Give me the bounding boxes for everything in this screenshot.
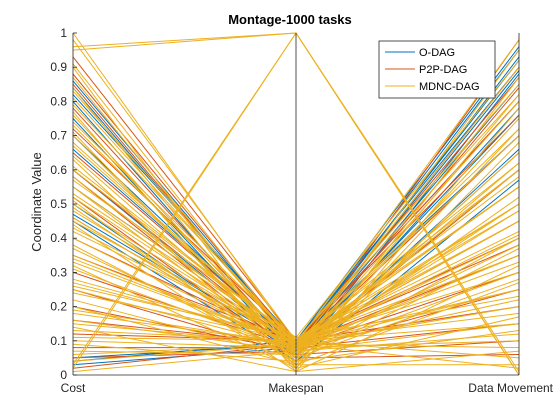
category-label-2: Data Movement: [468, 381, 553, 395]
y-tick-label: 0.5: [50, 197, 67, 211]
chart-title: Montage-1000 tasks: [228, 12, 352, 27]
y-tick-label: 0.2: [50, 300, 67, 314]
category-label-0: Cost: [61, 381, 86, 395]
y-tick-label: 0.7: [50, 129, 67, 143]
y-tick-label: 0.8: [50, 94, 67, 108]
y-tick-label: 1: [60, 26, 67, 40]
x-axis-categories: Cost Makespan Data Movement: [61, 381, 554, 395]
y-tick-label: 0.9: [50, 60, 67, 74]
y-tick-label: 0.4: [50, 231, 67, 245]
legend-label-2: MDNC-DAG: [419, 81, 480, 93]
legend-label-0: O-DAG: [419, 47, 455, 59]
legend: O-DAG P2P-DAG MDNC-DAG: [378, 40, 496, 99]
category-label-1: Makespan: [268, 381, 323, 395]
y-tick-label: 0.6: [50, 163, 67, 177]
y-axis-ticks: 0 0.1 0.2 0.3 0.4 0.5 0.6 0.7 0.8 0.9 1: [50, 26, 77, 382]
y-tick-label: 0: [60, 368, 67, 382]
y-tick-label: 0.3: [50, 265, 67, 279]
legend-label-1: P2P-DAG: [419, 64, 467, 76]
y-tick-label: 0.1: [50, 334, 67, 348]
y-axis-label: Coordinate Value: [29, 152, 44, 252]
